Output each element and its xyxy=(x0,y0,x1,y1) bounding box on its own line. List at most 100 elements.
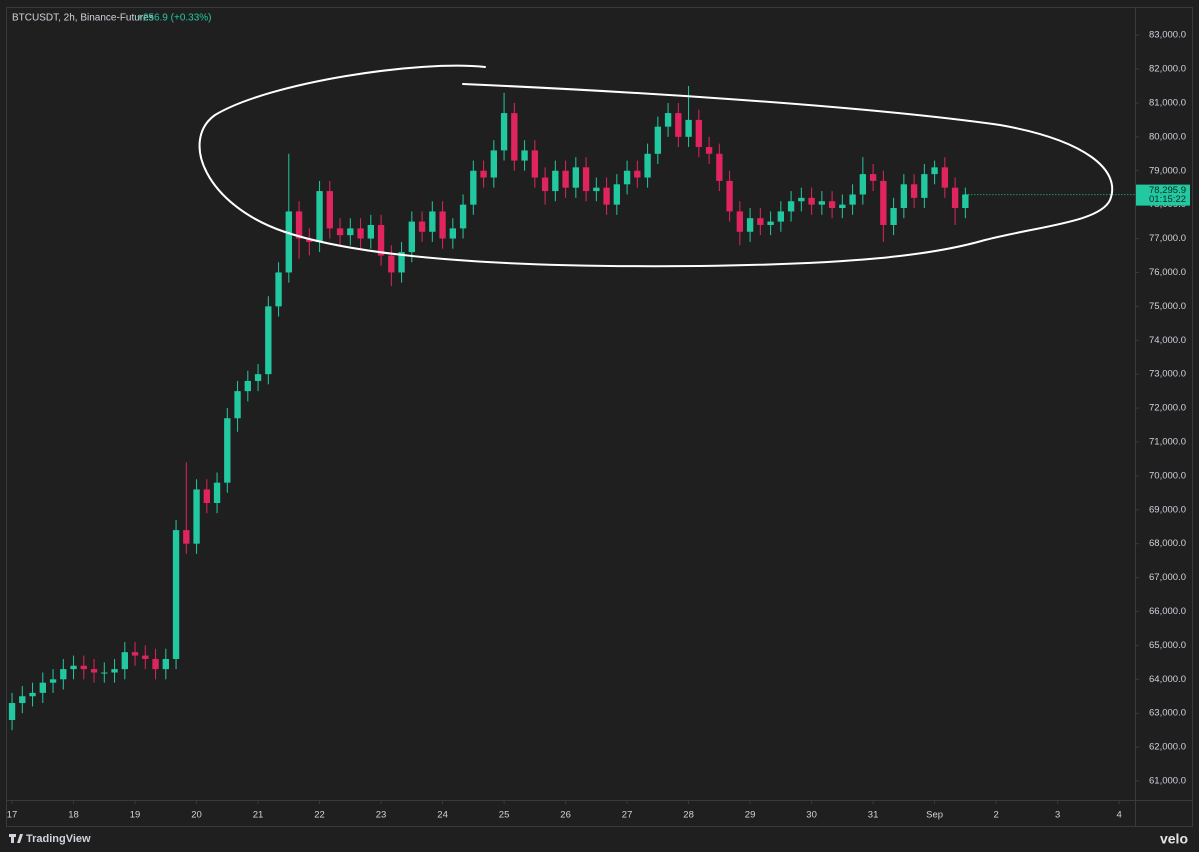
candle-body xyxy=(849,194,856,205)
y-tick-label: 76,000.0 xyxy=(1149,267,1186,278)
candle-body xyxy=(500,113,508,151)
y-tick-label: 61,000.0 xyxy=(1149,776,1186,787)
candle-body xyxy=(377,224,385,256)
candle-body xyxy=(480,170,487,178)
x-tick-label: 26 xyxy=(560,810,571,821)
candle-body xyxy=(111,669,118,673)
candle-body xyxy=(798,197,805,202)
candle-body xyxy=(265,306,272,375)
candle-body xyxy=(828,201,836,209)
change-label: +256.9 (+0.33%) xyxy=(137,13,212,24)
candle-body xyxy=(757,218,764,225)
candle-body xyxy=(654,126,662,154)
candle-body xyxy=(716,153,723,181)
y-tick-label: 79,000.0 xyxy=(1149,165,1186,176)
candle-body xyxy=(152,658,159,670)
candle-body xyxy=(234,391,241,419)
candle-body xyxy=(644,153,651,178)
candle-body xyxy=(695,119,703,148)
countdown: 01:15:22 xyxy=(1149,194,1186,205)
candle-body xyxy=(705,147,713,154)
candle-body xyxy=(429,211,436,232)
candle-body xyxy=(726,180,733,212)
y-tick-label: 72,000.0 xyxy=(1149,403,1186,414)
candle-body xyxy=(521,150,528,161)
candle-body xyxy=(224,418,231,483)
y-tick-label: 74,000.0 xyxy=(1149,335,1186,346)
x-tick-label: 20 xyxy=(191,810,202,821)
candle-body xyxy=(921,174,928,198)
logo xyxy=(9,834,23,843)
candle-body xyxy=(295,211,303,239)
candle-body xyxy=(541,177,549,192)
candle-body xyxy=(459,204,467,229)
candle-body xyxy=(70,665,77,670)
candle-body xyxy=(29,692,36,697)
y-tick-label: 64,000.0 xyxy=(1149,674,1186,685)
candle-body xyxy=(582,167,590,192)
candle-body xyxy=(941,167,949,188)
candle-body xyxy=(562,170,569,188)
candle-body xyxy=(675,113,682,137)
candle-body xyxy=(470,170,477,205)
candle-body xyxy=(306,238,313,242)
candle-body xyxy=(336,228,344,236)
x-tick-label: 28 xyxy=(683,810,694,821)
y-tick-label: 71,000.0 xyxy=(1149,436,1186,447)
candle-body xyxy=(880,180,887,225)
candle-body xyxy=(162,658,169,670)
candle-body xyxy=(49,679,57,683)
candle-body xyxy=(808,197,815,205)
x-tick-label: 25 xyxy=(499,810,510,821)
candle-body xyxy=(80,665,87,670)
candle-body xyxy=(736,211,744,232)
candle-body xyxy=(603,187,610,205)
symbol-title: BTCUSDT, 2h, Binance-Futures xyxy=(12,13,154,24)
candle-body xyxy=(767,221,774,225)
last-price-tag xyxy=(1136,184,1190,206)
x-tick-label: 27 xyxy=(622,810,633,821)
candle-body xyxy=(39,682,46,693)
x-tick-label: 23 xyxy=(376,810,387,821)
candle-body xyxy=(183,530,190,544)
candle-body xyxy=(623,170,631,185)
candle-body xyxy=(962,194,969,209)
candle-body xyxy=(60,669,67,680)
candle-body xyxy=(572,167,580,188)
candle-body xyxy=(254,374,262,381)
candle-body xyxy=(19,696,26,704)
x-tick-label: 22 xyxy=(314,810,325,821)
y-tick-label: 73,000.0 xyxy=(1149,369,1186,380)
x-tick-label: 30 xyxy=(806,810,817,821)
candle-body xyxy=(121,652,128,670)
candle-body xyxy=(593,187,600,192)
candle-body xyxy=(439,211,446,239)
candle-body xyxy=(347,228,354,236)
candle-body xyxy=(664,113,672,127)
y-tick-label: 80,000.0 xyxy=(1149,131,1186,142)
candle-body xyxy=(634,170,641,178)
candle-body xyxy=(910,184,918,198)
candle-body xyxy=(613,184,621,205)
candle-body xyxy=(326,191,333,229)
hand-drawn-ellipse xyxy=(198,64,1114,268)
logo-icon xyxy=(9,834,23,843)
x-tick-label: Sep xyxy=(926,810,943,821)
y-tick-label: 68,000.0 xyxy=(1149,538,1186,549)
candle-body xyxy=(490,150,498,178)
candle-body xyxy=(931,167,938,175)
y-tick-label: 83,000.0 xyxy=(1149,30,1186,41)
x-tick-label: 2 xyxy=(993,810,998,821)
candle-body xyxy=(685,119,692,137)
x-tick-label: 4 xyxy=(1116,810,1121,821)
y-tick-label: 69,000.0 xyxy=(1149,504,1186,515)
candle-body xyxy=(408,221,415,253)
candle-body xyxy=(316,191,323,242)
candle-body xyxy=(449,228,456,239)
candle-body xyxy=(859,174,867,195)
candle-body xyxy=(398,252,405,273)
candle-body xyxy=(900,184,908,209)
y-tick-label: 75,000.0 xyxy=(1149,301,1186,312)
